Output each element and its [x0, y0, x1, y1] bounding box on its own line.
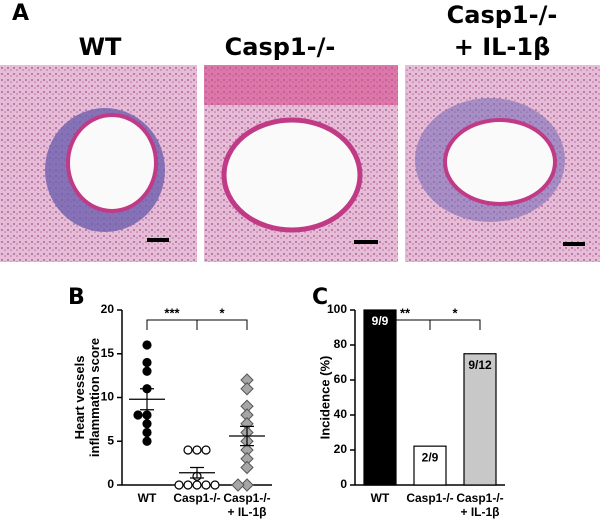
panel-label: B	[68, 285, 85, 310]
image-wt	[0, 65, 197, 262]
data-point	[142, 366, 152, 376]
data-point	[174, 480, 184, 490]
y-tick-label: 20	[101, 302, 115, 316]
y-tick-label: 0	[340, 477, 347, 491]
value-label: 9/9	[372, 314, 389, 328]
y-tick-label: 80	[334, 337, 348, 351]
image-title: + IL-1β	[454, 33, 551, 61]
x-tick-label: Casp1-/-	[173, 491, 220, 505]
data-point	[240, 478, 254, 492]
data-point	[183, 480, 193, 490]
y-tick-label: 5	[107, 433, 114, 447]
significance-label: *	[219, 305, 225, 320]
significance-bracket	[196, 319, 248, 330]
error-bar	[190, 466, 204, 479]
data-point	[210, 480, 220, 490]
x-tick-label: WT	[371, 491, 390, 505]
y-tick-label: 60	[334, 372, 348, 386]
image-casp1-il1b	[405, 65, 600, 262]
y-axis-label: inflammation score	[87, 338, 102, 457]
image-casp1	[204, 65, 398, 262]
data-point	[201, 445, 211, 455]
y-tick-label: 40	[334, 407, 348, 421]
data-point	[183, 445, 193, 455]
data-point	[192, 445, 202, 455]
data-point	[142, 436, 152, 446]
image-title: Casp1-/-	[225, 33, 336, 61]
bar	[413, 445, 447, 486]
data-point	[142, 340, 152, 350]
error-bar	[240, 425, 254, 447]
data-point	[142, 410, 152, 420]
data-point	[142, 419, 152, 429]
error-bar	[140, 388, 154, 411]
y-axis-label: Incidence (%)	[317, 356, 332, 440]
x-tick-label: Casp1-/-	[456, 491, 503, 505]
histology-images	[0, 65, 600, 262]
data-point	[201, 480, 211, 490]
x-tick-label: Casp1-/-	[406, 491, 453, 505]
data-point	[133, 410, 143, 420]
significance-label: ***	[164, 305, 180, 320]
data-point	[240, 382, 254, 396]
significance-label: **	[400, 305, 411, 320]
y-tick-label: 100	[327, 302, 347, 316]
panel-label: A	[12, 1, 29, 26]
y-tick-label: 0	[107, 477, 114, 491]
image-title: Casp1-/-	[447, 1, 558, 29]
x-tick-label: + IL-1β	[461, 505, 500, 519]
data-point	[231, 478, 245, 492]
x-tick-label: Casp1-/-	[223, 491, 270, 505]
data-point	[142, 427, 152, 438]
x-tick-label: WT	[138, 491, 157, 505]
data-point	[192, 480, 202, 490]
panel-label: C	[312, 285, 328, 310]
value-label: 9/12	[468, 358, 492, 372]
bar	[363, 309, 397, 486]
data-point	[240, 460, 254, 475]
y-axis-label: Heart vessels	[72, 356, 87, 440]
bar	[463, 353, 497, 486]
significance-label: *	[452, 305, 458, 320]
significance-bracket	[146, 319, 198, 330]
significance-bracket	[429, 319, 481, 330]
y-tick-label: 10	[101, 390, 115, 404]
image-title: WT	[79, 33, 122, 61]
x-tick-label: + IL-1β	[228, 505, 267, 519]
data-point	[142, 357, 152, 368]
y-tick-label: 20	[334, 442, 348, 456]
y-tick-label: 15	[101, 346, 115, 360]
value-label: 2/9	[422, 450, 439, 464]
